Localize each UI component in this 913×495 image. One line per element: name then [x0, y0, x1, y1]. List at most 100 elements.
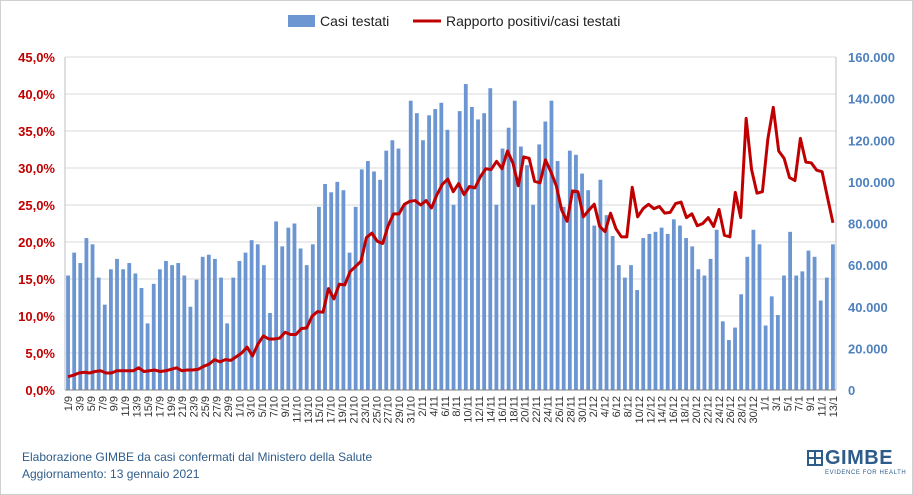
- x-axis-tick-label: 22/11: [531, 396, 543, 423]
- test-bar: [775, 315, 780, 390]
- test-bar: [90, 244, 95, 390]
- test-bar: [561, 206, 566, 390]
- test-bar: [671, 219, 676, 390]
- test-bar: [494, 204, 499, 390]
- x-axis-tick-label: 18/11: [508, 396, 520, 423]
- x-axis-tick-label: 25/9: [200, 396, 212, 417]
- test-bar: [249, 240, 254, 390]
- x-axis-tick-label: 20/11: [520, 396, 532, 423]
- gimbe-logo-icon: [807, 450, 823, 466]
- test-bar: [390, 140, 395, 390]
- right-axis-tick-label: 20.000: [848, 341, 888, 356]
- test-bar: [384, 150, 389, 390]
- test-bar: [145, 323, 150, 390]
- left-axis-tick-label: 35,0%: [18, 124, 55, 139]
- test-bar: [200, 256, 205, 390]
- test-bar: [408, 100, 413, 391]
- test-bar: [812, 256, 817, 390]
- x-axis-tick-label: 7/9: [97, 396, 109, 411]
- x-axis-tick-label: 27/9: [211, 396, 223, 417]
- x-axis-tick-label: 1/10: [234, 396, 246, 417]
- test-bar: [525, 165, 529, 390]
- right-axis-tick-label: 100.000: [848, 175, 895, 190]
- test-bar: [421, 140, 425, 390]
- x-axis-tick-label: 28/12: [737, 396, 749, 424]
- test-bar: [653, 231, 658, 390]
- test-bar: [298, 248, 303, 390]
- x-axis-tick-label: 14/12: [657, 396, 669, 424]
- test-bar: [182, 275, 187, 390]
- test-bar: [794, 275, 799, 390]
- test-bar: [176, 263, 181, 390]
- x-axis-tick-label: 9/10: [280, 396, 292, 417]
- test-bar: [543, 121, 548, 391]
- legend-label-casi-testati: Casi testati: [320, 13, 389, 29]
- test-bar: [788, 231, 792, 390]
- test-bar: [610, 235, 615, 390]
- test-bar: [586, 190, 591, 390]
- legend-label-rapporto: Rapporto positivi/casi testati: [446, 13, 620, 29]
- left-axis-tick-label: 40,0%: [18, 87, 55, 102]
- test-bar: [555, 161, 560, 390]
- test-bar: [109, 269, 113, 390]
- test-bar: [684, 238, 688, 390]
- test-bar: [678, 225, 682, 390]
- test-bar: [641, 238, 646, 390]
- test-bar: [225, 323, 230, 390]
- test-bar: [102, 304, 107, 390]
- test-bar: [782, 275, 786, 390]
- test-bar: [261, 265, 266, 391]
- x-axis-tick-label: 30/11: [577, 396, 589, 423]
- x-axis-tick-label: 12/12: [645, 396, 657, 424]
- x-axis-tick-label: 3/10: [246, 396, 258, 417]
- x-axis-tick-label: 21/10: [348, 396, 360, 424]
- x-axis-tick-label: 4/11: [428, 396, 440, 417]
- x-axis-tick-label: 11/10: [291, 396, 303, 423]
- footer-update: Aggiornamento: 13 gennaio 2021: [22, 467, 200, 481]
- right-axis-tick-label: 160.000: [848, 50, 895, 65]
- test-bar: [341, 190, 346, 390]
- x-axis-tick-label: 21/9: [177, 396, 189, 417]
- test-bar: [66, 275, 70, 390]
- test-bar: [402, 204, 407, 390]
- test-bar: [243, 252, 248, 390]
- positivity-line: [67, 105, 835, 379]
- test-bar: [574, 154, 578, 390]
- test-bar: [96, 277, 101, 390]
- test-bar: [317, 206, 321, 390]
- test-bar: [518, 146, 523, 390]
- test-bar: [280, 246, 285, 390]
- test-bar: [702, 275, 707, 390]
- test-bar: [378, 179, 383, 390]
- test-bar: [396, 148, 401, 390]
- left-axis-tick-label: 45,0%: [18, 50, 55, 65]
- test-bar: [757, 244, 762, 390]
- x-axis-tick-label: 29/9: [223, 396, 235, 417]
- right-axis-tick-label: 120.000: [848, 133, 895, 148]
- test-bar: [690, 246, 695, 390]
- x-axis-tick-label: 19/9: [166, 396, 178, 417]
- x-axis-tick-label: 8/12: [622, 396, 634, 417]
- left-axis-tick-label: 30,0%: [18, 161, 55, 176]
- test-bar: [824, 277, 829, 390]
- left-axis-tick-label: 15,0%: [18, 272, 55, 287]
- test-bar: [708, 258, 713, 390]
- test-bar: [292, 223, 297, 390]
- x-axis-tick-label: 6/11: [440, 396, 452, 417]
- x-axis-tick-label: 7/1: [794, 396, 806, 411]
- test-bar: [604, 215, 609, 390]
- test-bar: [769, 296, 774, 390]
- x-axis-tick-label: 24/11: [543, 396, 555, 423]
- x-axis-tick-label: 22/12: [702, 396, 714, 424]
- test-bar: [567, 150, 572, 390]
- test-bar: [433, 109, 438, 390]
- left-axis-tick-label: 20,0%: [18, 235, 55, 250]
- x-axis-tick-label: 13/1: [828, 396, 840, 417]
- x-axis-tick-label: 11/9: [120, 396, 132, 417]
- x-axis-tick-label: 28/11: [565, 396, 577, 423]
- x-axis-tick-label: 16/12: [668, 396, 680, 424]
- x-axis-tick-label: 8/11: [451, 396, 463, 417]
- x-axis-tick-label: 23/10: [360, 396, 372, 424]
- x-axis-tick-label: 26/12: [725, 396, 737, 424]
- test-bar: [127, 263, 132, 390]
